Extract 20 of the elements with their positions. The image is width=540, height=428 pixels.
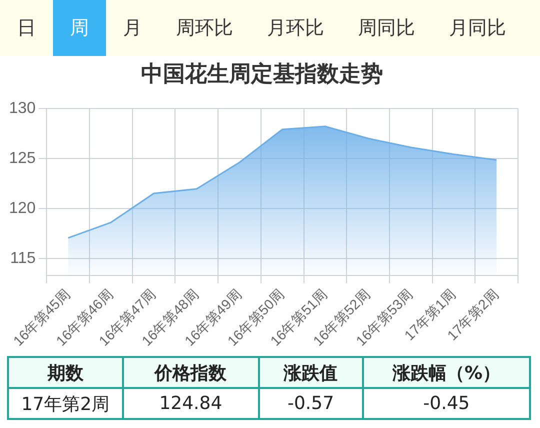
text: 周环比: [175, 16, 234, 41]
text: 124.84: [122, 388, 259, 419]
text: -0.57: [258, 388, 363, 419]
text: 月环比: [266, 16, 325, 41]
y-tick-label: 130: [8, 100, 36, 117]
text: 价格指数: [122, 357, 259, 388]
text: 期数: [8, 357, 123, 388]
text: 日: [16, 16, 37, 41]
text: -0.45: [362, 388, 530, 419]
y-tick-label: 120: [8, 200, 36, 217]
text: 涨跌值: [258, 357, 363, 388]
text: 月同比: [448, 16, 507, 41]
chart-title: 中国花生周定基指数走势: [141, 60, 383, 87]
text: 周同比: [357, 16, 416, 41]
text: 17年第2周: [8, 388, 123, 419]
text: 周: [53, 0, 106, 56]
text: 月: [122, 16, 143, 41]
y-tick-label: 125: [8, 150, 36, 167]
y-tick-label: 115: [10, 250, 36, 267]
text: 涨跌幅（%）: [362, 357, 530, 388]
